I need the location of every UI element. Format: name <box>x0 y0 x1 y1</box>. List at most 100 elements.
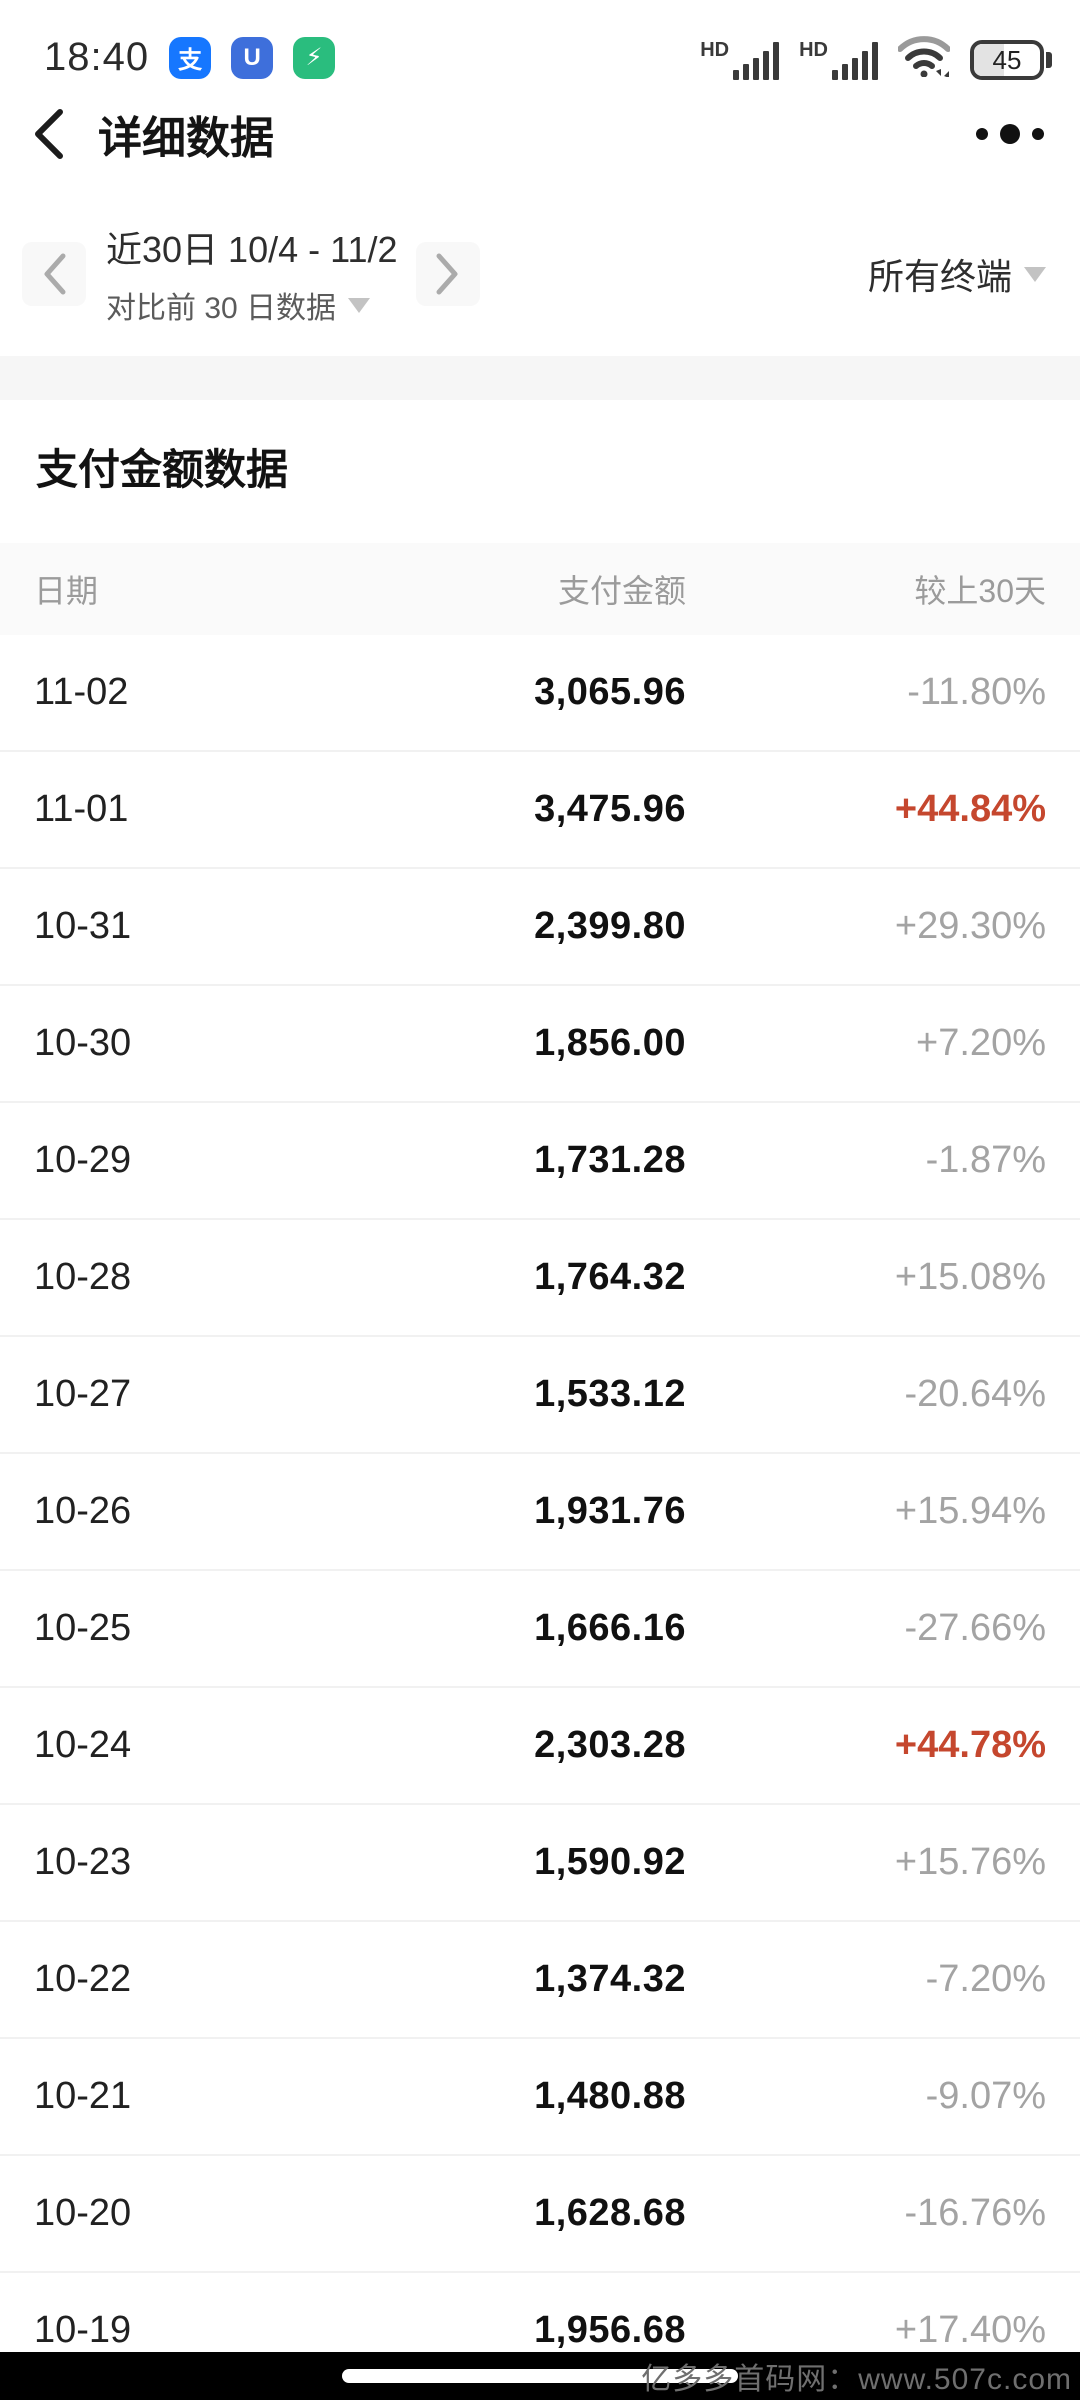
terminal-filter-label: 所有终端 <box>867 256 1012 297</box>
table-row: 10-27 1,533.12 -20.64% <box>0 1337 1080 1454</box>
table-row: 10-23 1,590.92 +15.76% <box>0 1805 1080 1922</box>
column-header-change: 较上30天 <box>914 573 1046 609</box>
table-row: 10-26 1,931.76 +15.94% <box>0 1454 1080 1571</box>
table-row: 10-24 2,303.28 +44.78% <box>0 1688 1080 1805</box>
row-amount: 3,065.96 <box>534 671 686 713</box>
filter-row: 近30日 10/4 - 11/2 对比前 30 日数据 所有终端 <box>0 218 1080 330</box>
row-change-percent: -20.64% <box>904 1373 1046 1415</box>
row-date: 10-29 <box>34 1139 132 1181</box>
section-title: 支付金额数据 <box>36 446 289 493</box>
row-change-percent: +15.94% <box>894 1490 1046 1532</box>
more-menu-button[interactable] <box>976 104 1044 164</box>
prev-period-button[interactable] <box>22 242 86 306</box>
status-bar: 18:40 支 U ⚡ HD HD <box>0 0 1080 88</box>
row-change-percent: +17.40% <box>894 2309 1046 2351</box>
chevron-right-icon <box>436 253 458 295</box>
table-row: 10-22 1,374.32 -7.20% <box>0 1922 1080 2039</box>
wifi-icon <box>897 33 951 82</box>
column-header-date: 日期 <box>34 573 99 609</box>
table-row: 10-21 1,480.88 -9.07% <box>0 2039 1080 2156</box>
cellular-signal-icon-2: HD <box>799 40 878 80</box>
table-row: 10-29 1,731.28 -1.87% <box>0 1103 1080 1220</box>
row-date: 10-21 <box>34 2075 132 2117</box>
date-range-selector[interactable]: 近30日 10/4 - 11/2 对比前 30 日数据 <box>106 221 398 327</box>
next-period-button[interactable] <box>416 242 480 306</box>
section-header: 支付金额数据 <box>0 400 1080 543</box>
row-date: 10-22 <box>34 1958 132 2000</box>
table-header: 日期 支付金额 较上30天 <box>0 543 1080 635</box>
row-amount: 1,533.12 <box>534 1373 686 1415</box>
section-separator <box>0 356 1080 400</box>
compare-label: 对比前 30 日数据 <box>106 292 337 325</box>
row-date: 10-31 <box>34 905 132 947</box>
back-chevron-icon <box>35 109 63 159</box>
row-date: 10-30 <box>34 1022 132 1064</box>
table-row: 11-01 3,475.96 +44.84% <box>0 752 1080 869</box>
row-amount: 1,590.92 <box>534 1841 686 1883</box>
row-change-percent: +44.84% <box>894 788 1046 830</box>
home-indicator[interactable] <box>342 2369 738 2383</box>
table-row: 10-28 1,764.32 +15.08% <box>0 1220 1080 1337</box>
row-change-percent: -7.20% <box>925 1958 1046 2000</box>
watermark-text: 亿多多首码网：www.507c.com <box>641 2363 1072 2396</box>
terminal-filter-dropdown[interactable]: 所有终端 <box>868 248 1046 300</box>
chevron-down-icon <box>1024 266 1046 282</box>
table-row: 11-02 3,065.96 -11.80% <box>0 635 1080 752</box>
table-row: 10-20 1,628.68 -16.76% <box>0 2156 1080 2273</box>
row-amount: 1,628.68 <box>534 2192 686 2234</box>
row-change-percent: -27.66% <box>904 1607 1046 1649</box>
row-date: 10-28 <box>34 1256 132 1298</box>
date-range-label: 近30日 10/4 - 11/2 <box>106 229 398 270</box>
row-amount: 1,374.32 <box>534 1958 686 2000</box>
table-body: 11-02 3,065.96 -11.80% 11-01 3,475.96 +4… <box>0 635 1080 2390</box>
row-amount: 1,666.16 <box>534 1607 686 1649</box>
row-date: 10-24 <box>34 1724 132 1766</box>
battery-icon: 45 <box>970 40 1052 80</box>
row-date: 11-01 <box>34 788 129 830</box>
row-date: 11-02 <box>34 671 129 713</box>
row-change-percent: +29.30% <box>894 905 1046 947</box>
row-date: 10-20 <box>34 2192 132 2234</box>
row-amount: 1,731.28 <box>534 1139 686 1181</box>
row-change-percent: -1.87% <box>925 1139 1046 1181</box>
battery-percent: 45 <box>992 44 1022 75</box>
row-amount: 1,956.68 <box>534 2309 686 2351</box>
row-change-percent: +15.08% <box>894 1256 1046 1298</box>
row-amount: 1,931.76 <box>534 1490 686 1532</box>
row-date: 10-26 <box>34 1490 132 1532</box>
row-date: 10-25 <box>34 1607 132 1649</box>
row-change-percent: -9.07% <box>925 2075 1046 2117</box>
row-amount: 1,480.88 <box>534 2075 686 2117</box>
security-shield-notification-icon: ⚡ <box>293 36 336 79</box>
chevron-down-icon <box>348 297 371 313</box>
row-change-percent: -16.76% <box>904 2192 1046 2234</box>
row-change-percent: -11.80% <box>907 671 1046 713</box>
app-header: 详细数据 <box>0 88 1080 180</box>
row-date: 10-27 <box>34 1373 132 1415</box>
table-row: 10-30 1,856.00 +7.20% <box>0 986 1080 1103</box>
row-change-percent: +7.20% <box>916 1022 1046 1064</box>
row-amount: 2,399.80 <box>534 905 686 947</box>
row-amount: 3,475.96 <box>534 788 686 830</box>
cellular-signal-icon-1: HD <box>700 40 780 80</box>
chevron-left-icon <box>44 253 66 295</box>
row-amount: 2,303.28 <box>534 1724 686 1766</box>
back-button[interactable] <box>30 104 90 164</box>
u-app-notification-icon: U <box>231 36 274 79</box>
page-title: 详细数据 <box>98 114 274 163</box>
table-row: 10-25 1,666.16 -27.66% <box>0 1571 1080 1688</box>
row-amount: 1,856.00 <box>534 1022 686 1064</box>
table-row: 10-31 2,399.80 +29.30% <box>0 869 1080 986</box>
more-dots-icon <box>976 128 988 140</box>
alipay-notification-icon: 支 <box>169 36 212 79</box>
gesture-nav-bar: 亿多多首码网：www.507c.com <box>0 2352 1080 2400</box>
row-date: 10-23 <box>34 1841 132 1883</box>
row-date: 10-19 <box>34 2309 132 2351</box>
column-header-amount: 支付金额 <box>557 573 686 609</box>
compare-selector[interactable]: 对比前 30 日数据 <box>106 283 374 327</box>
row-change-percent: +15.76% <box>894 1841 1046 1883</box>
row-amount: 1,764.32 <box>534 1256 686 1298</box>
clock: 18:40 <box>44 35 150 79</box>
row-change-percent: +44.78% <box>894 1724 1046 1766</box>
